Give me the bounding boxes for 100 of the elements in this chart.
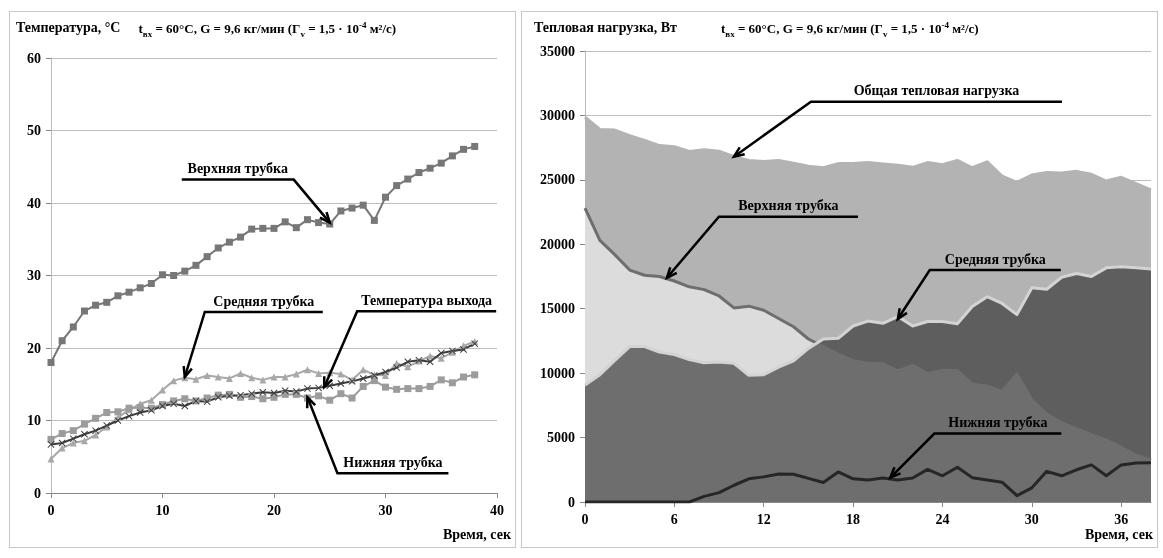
- point: [337, 370, 345, 378]
- y-tick-label: 35000: [540, 43, 575, 59]
- point: [259, 388, 267, 396]
- annotation: Нижняя трубка: [948, 415, 1048, 431]
- line-series: [583, 461, 1153, 504]
- point: [69, 427, 77, 435]
- y-tick-label: 15000: [540, 301, 575, 317]
- point: [426, 382, 434, 390]
- point: [270, 373, 278, 381]
- point: [259, 395, 267, 403]
- point: [270, 224, 278, 232]
- x-tick-label: 12: [756, 511, 771, 527]
- point: [359, 374, 367, 382]
- point: [203, 398, 211, 406]
- point: [460, 145, 468, 153]
- x-tick-label: 20: [267, 502, 281, 518]
- point: [80, 437, 88, 445]
- x-tick-label: 10: [155, 502, 170, 518]
- point: [203, 253, 211, 261]
- annotation: Температура выхода: [361, 292, 493, 308]
- point: [181, 395, 189, 403]
- point: [92, 414, 100, 422]
- point: [359, 201, 367, 209]
- point: [80, 420, 88, 428]
- point: [337, 390, 345, 398]
- point: [237, 233, 245, 241]
- point: [315, 219, 323, 227]
- point: [225, 374, 233, 382]
- point: [437, 159, 445, 167]
- x-tick-label: 24: [935, 511, 950, 527]
- point: [58, 430, 66, 438]
- point: [58, 444, 66, 452]
- point: [348, 204, 356, 212]
- point: [259, 224, 267, 232]
- point: [281, 218, 289, 226]
- x-tick-label: 36: [1114, 511, 1129, 527]
- point: [370, 377, 378, 385]
- point: [382, 193, 389, 201]
- point: [348, 394, 356, 402]
- point: [460, 373, 468, 381]
- point: [80, 430, 88, 438]
- point: [426, 358, 434, 366]
- point: [448, 379, 456, 387]
- point: [437, 354, 445, 362]
- point: [214, 373, 222, 381]
- point: [303, 216, 311, 224]
- y-tick-label: 10: [27, 413, 41, 428]
- point: [47, 359, 55, 366]
- point: [159, 271, 166, 279]
- point: [214, 244, 222, 252]
- x-axis-title: Время, сек: [1084, 527, 1153, 543]
- point: [315, 392, 323, 400]
- annotation: Нижняя трубка: [343, 454, 443, 470]
- point: [192, 375, 200, 383]
- annotation: Общая тепловая нагрузка: [853, 83, 1020, 99]
- y-tick-label: 5000: [547, 430, 575, 446]
- point: [315, 369, 323, 377]
- point: [471, 142, 479, 150]
- point: [359, 382, 367, 390]
- point: [437, 376, 445, 384]
- y-tick-label: 40: [27, 195, 41, 211]
- point: [114, 292, 122, 300]
- y-tick-label: 25000: [540, 172, 575, 188]
- chart-title: t$_{вх}$ = 60°C, G = 9,6 кг/мин (Γ$_{v}$ = 1,5 · 10$^{-4}$ м²/с): [720, 20, 979, 39]
- y-tick-label: 60: [27, 50, 41, 66]
- point: [248, 225, 256, 233]
- point: [58, 337, 66, 345]
- chart-title: t$_{вх}$ = 60°C, G = 9,6 кг/мин (Γ$_{v}$ = 1,5 · 10$^{-4}$ м²/с): [138, 20, 397, 39]
- point: [393, 182, 401, 190]
- point: [114, 408, 122, 416]
- point: [69, 435, 77, 443]
- x-tick-label: 40: [490, 502, 504, 518]
- point: [147, 396, 155, 404]
- x-tick-label: 0: [47, 502, 55, 518]
- point: [404, 175, 412, 183]
- y-tick-label: 10000: [540, 365, 575, 381]
- point: [147, 279, 155, 287]
- y-tick-label: 50: [27, 123, 41, 138]
- point: [404, 385, 412, 393]
- point: [382, 372, 389, 380]
- x-tick-label: 30: [378, 502, 393, 518]
- y-tick-label: 30: [27, 268, 41, 283]
- point: [181, 267, 189, 275]
- point: [426, 164, 434, 172]
- point: [370, 216, 378, 224]
- point: [393, 385, 401, 393]
- point: [92, 431, 100, 439]
- point: [103, 409, 111, 417]
- point: [170, 272, 178, 279]
- point: [448, 152, 456, 160]
- point: [315, 384, 323, 392]
- point: [237, 369, 245, 377]
- x-tick-label: 18: [846, 511, 861, 527]
- point: [281, 373, 289, 381]
- y-tick-label: 20: [27, 340, 41, 356]
- point: [92, 301, 100, 309]
- point: [80, 307, 88, 315]
- y-tick-label: 0: [34, 485, 41, 501]
- annotation: Средняя трубка: [944, 251, 1046, 267]
- point: [192, 261, 200, 269]
